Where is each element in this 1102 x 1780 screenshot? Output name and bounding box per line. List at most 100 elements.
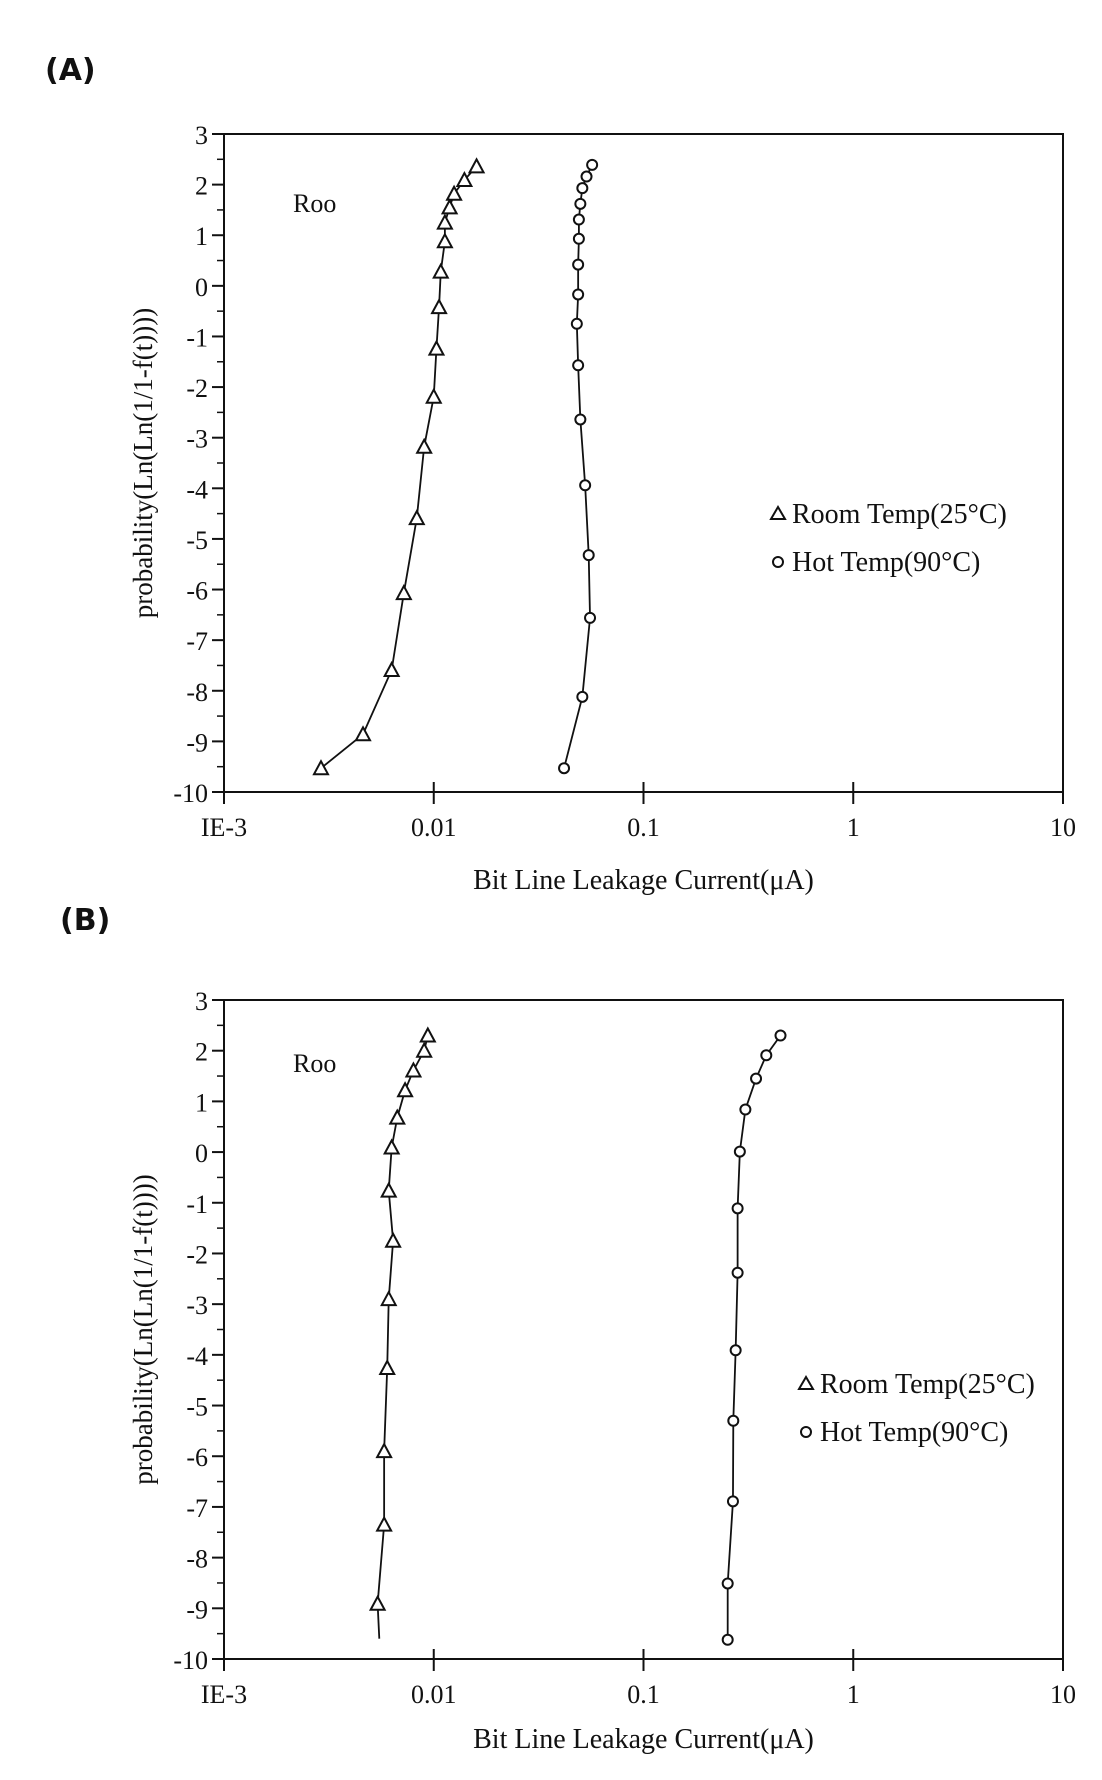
data-point-circle <box>731 1345 741 1355</box>
y-tick-label: -3 <box>186 425 208 454</box>
data-point-circle <box>559 763 569 773</box>
data-point-triangle <box>386 1234 400 1247</box>
y-tick-label: -1 <box>186 323 208 352</box>
legend-label: Room Temp(25°C) <box>820 1369 1035 1400</box>
legend-label: Room Temp(25°C) <box>792 499 1007 530</box>
data-point-triangle <box>429 342 443 355</box>
data-point-circle <box>735 1147 745 1157</box>
legend-label: Hot Temp(90°C) <box>820 1417 1008 1448</box>
legend-circle-icon <box>773 557 783 567</box>
legend-label: Hot Temp(90°C) <box>792 547 980 578</box>
data-point-triangle <box>371 1597 385 1610</box>
y-tick-label: -4 <box>186 475 208 504</box>
x-tick-label: 10 <box>1050 1680 1076 1709</box>
panel-label: (B) <box>60 903 110 938</box>
panel-label: (A) <box>45 53 96 88</box>
x-axis-label: Bit Line Leakage Current(μA) <box>473 865 814 896</box>
legend-circle-icon <box>801 1427 811 1437</box>
data-point-circle <box>761 1050 771 1060</box>
data-point-triangle <box>417 1044 431 1057</box>
data-point-circle <box>723 1635 733 1645</box>
data-point-circle <box>573 260 583 270</box>
data-point-triangle <box>398 1083 412 1096</box>
data-point-circle <box>585 613 595 623</box>
data-point-circle <box>575 199 585 209</box>
x-axis-label: Bit Line Leakage Current(μA) <box>473 1724 814 1755</box>
series-line-0 <box>378 1035 428 1638</box>
y-tick-label: -4 <box>186 1342 208 1371</box>
data-point-circle <box>733 1268 743 1278</box>
x-tick-label: 0.01 <box>411 1680 457 1709</box>
data-point-triangle <box>438 216 452 229</box>
data-point-circle <box>577 183 587 193</box>
y-tick-label: -5 <box>186 1393 208 1422</box>
y-tick-label: -2 <box>186 374 208 403</box>
data-point-circle <box>728 1416 738 1426</box>
data-point-circle <box>575 414 585 424</box>
data-point-circle <box>584 550 594 560</box>
data-point-circle <box>573 289 583 299</box>
x-tick-label: 0.1 <box>627 1680 660 1709</box>
data-point-triangle <box>410 511 424 524</box>
data-point-circle <box>776 1030 786 1040</box>
annotation: Roo <box>293 189 336 218</box>
data-point-triangle <box>438 234 452 247</box>
data-point-triangle <box>382 1184 396 1197</box>
data-point-circle <box>733 1203 743 1213</box>
y-tick-label: -9 <box>186 1595 208 1624</box>
y-tick-label: 0 <box>195 273 208 302</box>
data-point-circle <box>573 360 583 370</box>
y-tick-label: -7 <box>186 627 208 656</box>
y-tick-label: -10 <box>173 779 208 808</box>
y-tick-label: -9 <box>186 728 208 757</box>
x-tick-label: 10 <box>1050 813 1076 842</box>
data-point-triangle <box>382 1292 396 1305</box>
x-tick-label: IE-3 <box>201 1680 247 1709</box>
data-point-circle <box>572 319 582 329</box>
legend-triangle-icon <box>771 507 785 519</box>
series-line-1 <box>728 1035 781 1639</box>
data-point-circle <box>574 234 584 244</box>
data-point-circle <box>728 1496 738 1506</box>
y-axis-label: probability(Ln(Ln(1/1-f(t)))) <box>128 1174 158 1484</box>
y-tick-label: -8 <box>186 1545 208 1574</box>
data-point-triangle <box>406 1063 420 1076</box>
data-point-triangle <box>377 1518 391 1531</box>
series-line-1 <box>564 165 592 768</box>
chart-panel-b: (B)3210-1-2-3-4-5-6-7-8-9-10IE-30.010.11… <box>60 903 1076 1755</box>
data-point-circle <box>580 480 590 490</box>
plot-frame <box>224 134 1063 792</box>
data-point-triangle <box>427 390 441 403</box>
y-tick-label: -2 <box>186 1240 208 1269</box>
y-tick-label: -8 <box>186 678 208 707</box>
data-point-triangle <box>397 586 411 599</box>
y-tick-label: -3 <box>186 1291 208 1320</box>
x-tick-label: 0.01 <box>411 813 457 842</box>
data-point-triangle <box>443 200 457 213</box>
data-point-circle <box>740 1104 750 1114</box>
data-point-triangle <box>470 159 484 172</box>
series-line-0 <box>321 166 477 768</box>
data-point-triangle <box>421 1028 435 1041</box>
data-point-triangle <box>380 1361 394 1374</box>
legend-triangle-icon <box>799 1377 813 1389</box>
x-tick-label: IE-3 <box>201 813 247 842</box>
y-tick-label: 1 <box>195 222 208 251</box>
y-tick-label: 0 <box>195 1139 208 1168</box>
y-tick-label: 3 <box>195 121 208 150</box>
y-tick-label: 3 <box>195 987 208 1016</box>
data-point-triangle <box>434 265 448 278</box>
plot-frame <box>224 1000 1063 1659</box>
y-tick-label: 2 <box>195 1038 208 1067</box>
data-point-triangle <box>356 727 370 740</box>
y-tick-label: -7 <box>186 1494 208 1523</box>
y-tick-label: 1 <box>195 1088 208 1117</box>
data-point-triangle <box>385 1141 399 1154</box>
chart-panel-a: (A)3210-1-2-3-4-5-6-7-8-9-10IE-30.010.11… <box>45 53 1076 896</box>
data-point-triangle <box>390 1111 404 1124</box>
data-point-circle <box>751 1074 761 1084</box>
x-tick-label: 0.1 <box>627 813 660 842</box>
figure: (A)3210-1-2-3-4-5-6-7-8-9-10IE-30.010.11… <box>0 0 1102 1780</box>
data-point-circle <box>582 172 592 182</box>
data-point-triangle <box>385 663 399 676</box>
